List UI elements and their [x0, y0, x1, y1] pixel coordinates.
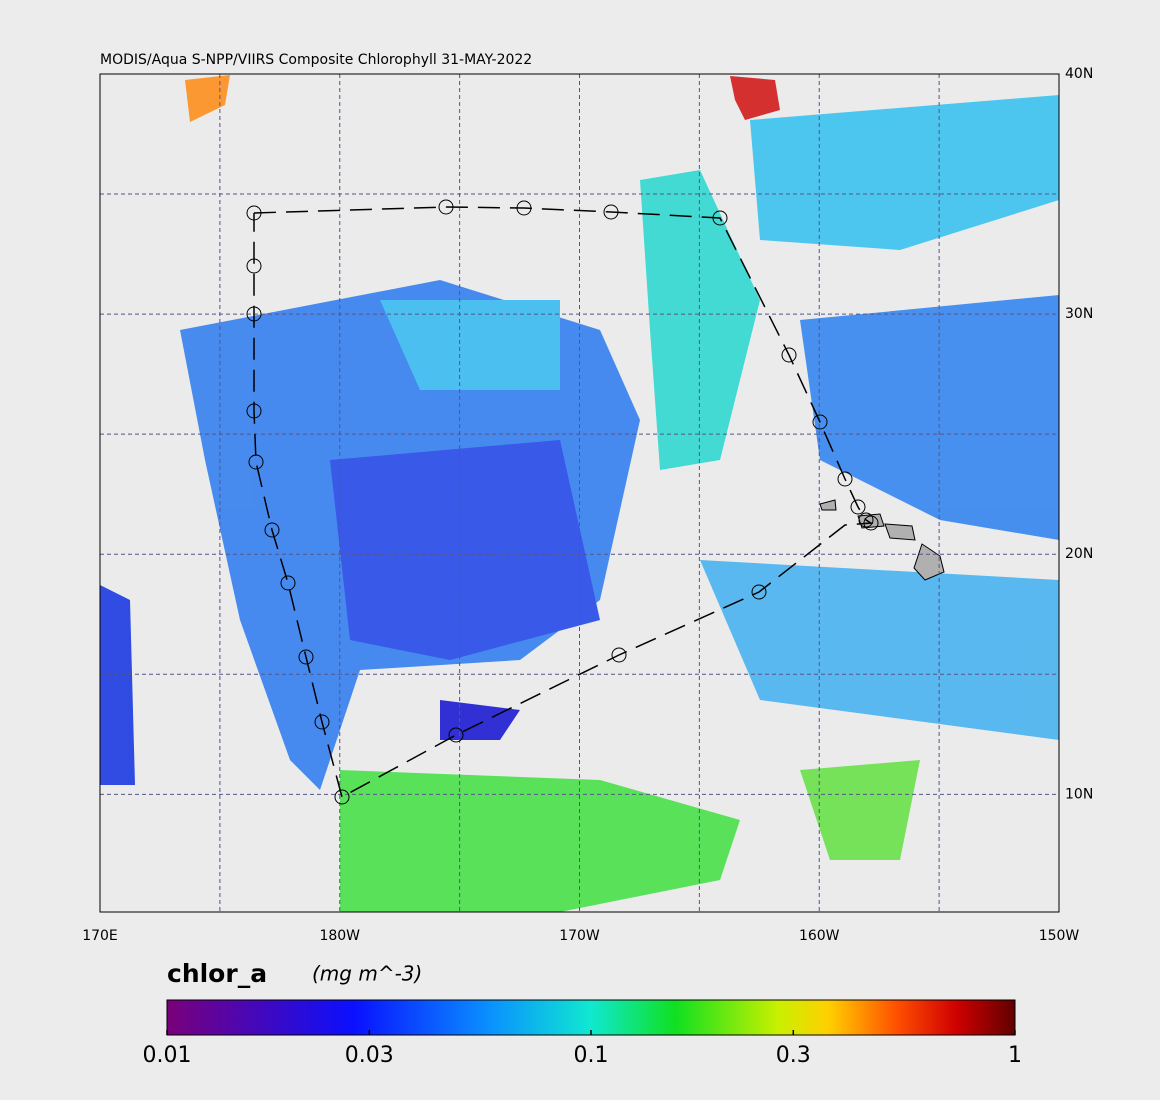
station — [334, 789, 350, 805]
lat-tick-label: 20N — [1065, 546, 1093, 562]
colorbar-tick-label: 0.1 — [574, 1043, 609, 1068]
station — [781, 347, 797, 363]
lon-tick-label: 170W — [559, 928, 600, 944]
station — [863, 515, 879, 531]
colorbar-tick-label: 0.01 — [143, 1043, 192, 1068]
patch — [640, 170, 760, 470]
cruise-track — [253, 206, 874, 799]
station — [850, 499, 866, 515]
island — [819, 499, 837, 511]
lon-tick-label: 180W — [319, 928, 360, 944]
station — [248, 454, 264, 470]
station — [603, 204, 619, 220]
station — [812, 414, 828, 430]
patch — [750, 95, 1059, 250]
station — [858, 512, 874, 528]
station — [246, 403, 262, 419]
station — [246, 306, 262, 322]
lat-tick-label: 40N — [1065, 66, 1093, 82]
island — [884, 523, 916, 541]
stations — [246, 199, 879, 805]
patch — [340, 770, 740, 912]
station — [298, 649, 314, 665]
map-frame — [99, 73, 1060, 913]
lon-tick-label: 150W — [1039, 928, 1080, 944]
chlorophyll-field — [100, 75, 1059, 912]
colorbar-units: (mg m^-3) — [312, 962, 422, 986]
map-title: MODIS/Aqua S-NPP/VIIRS Composite Chlorop… — [100, 52, 532, 68]
patch — [380, 300, 560, 390]
patch — [440, 700, 520, 740]
patch — [330, 440, 600, 660]
colorbar-label: chlor_a — [167, 959, 267, 988]
station — [280, 575, 296, 591]
station — [246, 258, 262, 274]
patch — [700, 560, 1059, 740]
lon-tick-label: 160W — [799, 928, 840, 944]
station — [438, 199, 454, 215]
patch — [100, 585, 135, 785]
lat-tick-label: 30N — [1065, 306, 1093, 322]
colorbar-tick-label: 1 — [1008, 1043, 1022, 1068]
patch — [800, 760, 920, 860]
station — [837, 471, 853, 487]
station — [516, 200, 532, 216]
lon-tick-label: 170E — [82, 928, 118, 944]
colorbar — [166, 999, 1016, 1036]
station — [246, 205, 262, 221]
station — [264, 522, 280, 538]
station — [751, 584, 767, 600]
station — [611, 647, 627, 663]
colorbar-tick-label: 0.03 — [345, 1043, 394, 1068]
patch — [800, 295, 1059, 540]
patch — [730, 76, 780, 120]
patch — [185, 75, 230, 122]
colorbar-tick-label: 0.3 — [776, 1043, 811, 1068]
station — [448, 727, 464, 743]
station — [314, 714, 330, 730]
lat-tick-label: 10N — [1065, 786, 1093, 802]
station — [712, 210, 728, 226]
